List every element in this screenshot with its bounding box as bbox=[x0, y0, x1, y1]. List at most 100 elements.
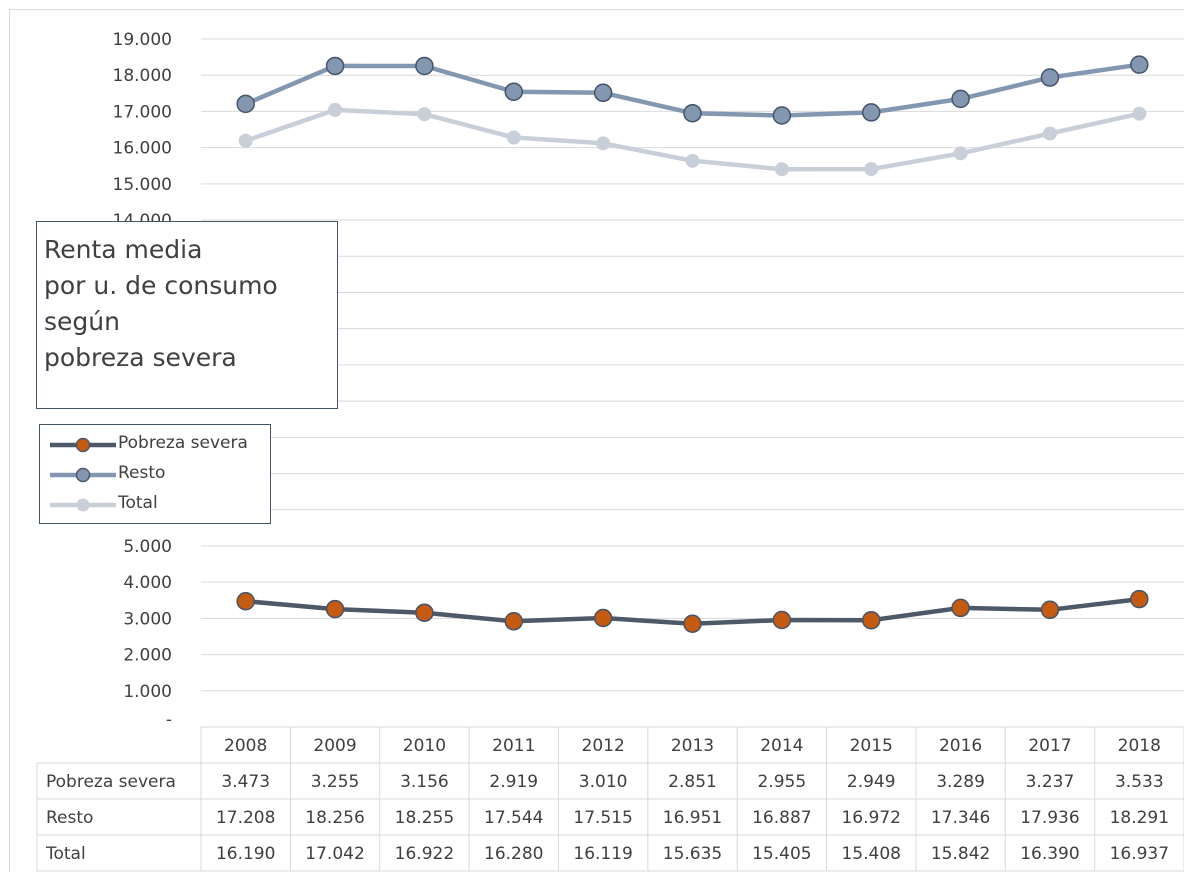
table-cell: 3.289 bbox=[936, 772, 985, 792]
data-point-pobreza-severa bbox=[504, 612, 524, 631]
data-point-resto bbox=[504, 82, 524, 101]
table-cell: 16.951 bbox=[663, 808, 722, 828]
x-tick-label: 2012 bbox=[582, 736, 625, 756]
y-tick-label: 4.000 bbox=[123, 573, 172, 593]
data-point-pobreza-severa bbox=[236, 591, 255, 611]
data-point-total bbox=[596, 136, 611, 151]
table-cell: 2.851 bbox=[668, 772, 717, 792]
grid-layer bbox=[201, 38, 1184, 692]
data-point-pobreza-severa bbox=[951, 598, 970, 618]
y-tick-label: 16.000 bbox=[113, 139, 172, 159]
data-point-pobreza-severa bbox=[325, 599, 345, 619]
table-cell: 3.473 bbox=[221, 772, 270, 792]
table-cell: 16.972 bbox=[841, 808, 900, 828]
table-cell: 2.919 bbox=[489, 772, 538, 792]
table-cell: 17.208 bbox=[216, 808, 275, 828]
data-point-pobreza-severa bbox=[772, 610, 792, 630]
chart-frame bbox=[9, 9, 1184, 872]
data-point-total bbox=[685, 153, 700, 168]
x-tick-label: 2016 bbox=[939, 736, 982, 756]
table-cell: 18.291 bbox=[1110, 808, 1169, 828]
table-cell: 3.255 bbox=[311, 772, 360, 792]
x-tick-label: 2017 bbox=[1028, 736, 1071, 756]
table-cell: 17.515 bbox=[573, 808, 632, 828]
y-tick-label: 1.000 bbox=[123, 682, 172, 702]
table-cell: 16.119 bbox=[573, 844, 632, 864]
table-cell: 18.255 bbox=[395, 808, 454, 828]
data-point-resto bbox=[1040, 68, 1060, 87]
x-tick-label: 2018 bbox=[1118, 736, 1161, 756]
legend-item-resto: Resto bbox=[40, 460, 270, 490]
chart-title-line: Renta media bbox=[44, 235, 203, 264]
table-cell: 16.887 bbox=[752, 808, 811, 828]
y-tick-label: 17.000 bbox=[113, 102, 172, 122]
table-cell: 16.190 bbox=[216, 844, 275, 864]
x-tick-label: 2015 bbox=[850, 736, 893, 756]
data-point-resto bbox=[683, 103, 702, 123]
data-point-pobreza-severa bbox=[861, 610, 881, 630]
table-cell: 15.408 bbox=[841, 844, 900, 864]
table-row-label: Pobreza severa bbox=[46, 772, 176, 792]
chart-title-line: pobreza severa bbox=[44, 343, 237, 372]
x-tick-label: 2014 bbox=[760, 736, 803, 756]
legend-swatch-resto bbox=[50, 467, 116, 483]
x-tick-label: 2009 bbox=[313, 736, 356, 756]
chart-title-line: por u. de consumo bbox=[44, 271, 278, 300]
data-point-resto bbox=[1130, 55, 1149, 74]
x-tick-label: 2010 bbox=[403, 736, 446, 756]
data-point-resto bbox=[772, 106, 792, 125]
table-cell: 17.936 bbox=[1020, 808, 1079, 828]
table-row-label: Total bbox=[45, 844, 86, 864]
data-point-total bbox=[238, 133, 253, 148]
table-cell: 17.544 bbox=[484, 808, 543, 828]
y-tick-label: 19.000 bbox=[113, 30, 172, 50]
data-point-pobreza-severa bbox=[1040, 600, 1060, 620]
table-cell: 16.280 bbox=[484, 844, 543, 864]
y-tick-label: 2.000 bbox=[123, 646, 172, 666]
data-point-resto bbox=[593, 83, 613, 103]
table-cell: 16.937 bbox=[1110, 844, 1169, 864]
x-tick-label: 2008 bbox=[224, 736, 267, 756]
table-cell: 3.010 bbox=[579, 772, 628, 792]
data-point-total bbox=[1042, 126, 1057, 141]
table-cell: 3.237 bbox=[1026, 772, 1075, 792]
legend-item-total: Total bbox=[40, 490, 270, 520]
table-cell: 17.042 bbox=[305, 844, 364, 864]
chart-title-line: según bbox=[44, 307, 120, 336]
data-point-resto bbox=[236, 94, 255, 114]
x-tick-label: 2011 bbox=[492, 736, 535, 756]
table-cell: 17.346 bbox=[931, 808, 990, 828]
data-point-total bbox=[1132, 106, 1147, 121]
data-point-resto bbox=[415, 56, 434, 76]
legend-label: Pobreza severa bbox=[118, 433, 248, 453]
table-cell: 18.256 bbox=[305, 808, 364, 828]
data-point-total bbox=[953, 146, 968, 161]
data-point-resto bbox=[861, 103, 881, 122]
legend-label: Total bbox=[118, 493, 158, 513]
y-tick-label: 18.000 bbox=[113, 66, 172, 86]
data-point-pobreza-severa bbox=[683, 614, 702, 634]
table-cell: 15.635 bbox=[663, 844, 722, 864]
data-table: 2008 2009 2010 2011 2012 2013 2014 2015 2016 2017… bbox=[36, 726, 1184, 872]
table-cell: 2.955 bbox=[758, 772, 807, 792]
y-tick-label: - bbox=[166, 710, 172, 730]
y-tick-label: 3.000 bbox=[123, 609, 172, 629]
legend-swatch-pobreza-severa bbox=[50, 437, 116, 453]
table-cell: 15.405 bbox=[752, 844, 811, 864]
data-point-resto bbox=[325, 56, 345, 76]
table-cell: 16.922 bbox=[395, 844, 454, 864]
data-point-total bbox=[774, 162, 789, 177]
legend: Pobreza severa Resto Total bbox=[39, 424, 271, 524]
table-cell: 2.949 bbox=[847, 772, 896, 792]
data-point-total bbox=[864, 162, 879, 177]
y-tick-label: 5.000 bbox=[123, 537, 172, 557]
legend-label: Resto bbox=[118, 463, 166, 483]
data-point-pobreza-severa bbox=[593, 608, 613, 628]
chart-title-box: Renta media por u. de consumo según pobr… bbox=[36, 221, 338, 409]
legend-item-pobreza-severa: Pobreza severa bbox=[40, 430, 270, 460]
y-tick-label: 15.000 bbox=[113, 175, 172, 195]
data-point-pobreza-severa bbox=[415, 603, 434, 622]
table-row-label: Resto bbox=[46, 808, 93, 828]
data-point-pobreza-severa bbox=[1130, 589, 1149, 609]
